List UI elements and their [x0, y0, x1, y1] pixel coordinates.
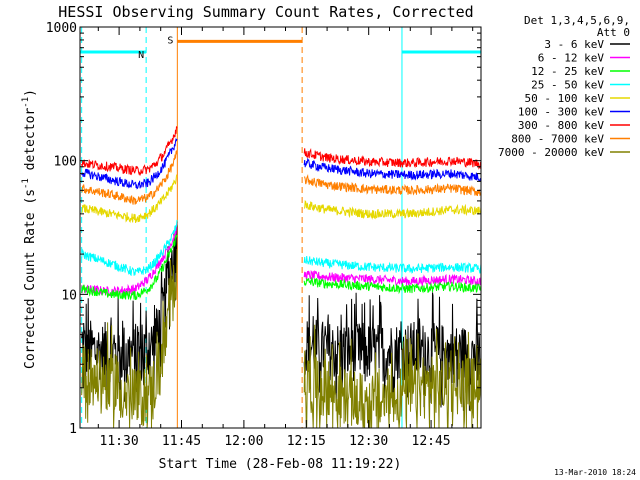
y-axis-label-pre: Corrected Count Rate (s [23, 189, 38, 369]
series-line-4-1 [81, 219, 178, 277]
marker-label-n: N [138, 50, 144, 61]
y-tick-label-4: 1000 [46, 21, 77, 36]
legend-header-2: Att 0 [597, 26, 630, 39]
x-tick-label-2: 11:45 [162, 434, 201, 449]
series-100-300-kev [81, 137, 482, 190]
series-300-800-kev [81, 126, 482, 177]
legend-label-3: 12 - 25 keV [531, 65, 604, 78]
series-line-2-2 [303, 269, 482, 288]
y-axis-label-mid: detector [23, 108, 38, 179]
series-line-6-1 [81, 137, 178, 190]
series-line-7-2 [303, 147, 482, 170]
series-line-9-1 [81, 249, 178, 429]
x-tick-label-1: 11:30 [100, 434, 139, 449]
x-tick-label-5: 12:30 [349, 434, 388, 449]
legend-label-6: 100 - 300 keV [518, 106, 604, 119]
series-line-8-1 [81, 150, 178, 205]
x-tick-label-6: 12:45 [412, 434, 451, 449]
x-tick-label-3: 12:00 [224, 434, 263, 449]
series-25-50-kev [81, 219, 482, 277]
flag-label-s: S [167, 35, 173, 46]
y-tick-label-3: 100 [54, 155, 77, 170]
series-line-3-1 [81, 233, 178, 301]
legend-label-4: 25 - 50 keV [531, 79, 604, 92]
series-line-8-2 [303, 173, 482, 197]
y-axis-label-exp2: -1 [21, 97, 31, 108]
series-50-100-kev [81, 173, 482, 224]
y-axis-label-exp1: -1 [21, 178, 31, 189]
axes-layer: 11:30 11:45 12:00 12:15 12:30 12:45 1 10 100 1000 [46, 21, 482, 449]
series-line-3-2 [303, 276, 482, 295]
legend-label-7: 300 - 800 keV [518, 119, 604, 132]
plot-frame [79, 26, 482, 429]
series-6-12-kev [81, 223, 482, 297]
series-12-25-kev [81, 233, 482, 301]
chart-title: HESSI Observing Summary Count Rates, Cor… [58, 3, 473, 21]
footer-date: 13-Mar-2010 18:24 [554, 468, 636, 477]
series-7000-20000-kev [81, 249, 482, 429]
y-tick-label-1: 1 [69, 422, 77, 437]
x-axis-label: Start Time (28-Feb-08 11:19:22) [159, 457, 402, 472]
legend-label-1: 3 - 6 keV [544, 38, 604, 51]
series-line-2-1 [81, 223, 178, 297]
series-line-5-2 [303, 199, 482, 220]
legend-label-2: 6 - 12 keV [538, 52, 605, 65]
legend-label-9: 7000 - 20000 keV [498, 146, 604, 159]
x-tick-label-4: 12:15 [287, 434, 326, 449]
series-line-6-2 [303, 157, 482, 182]
y-axis-label-post: ) [23, 89, 38, 97]
legend-label-5: 50 - 100 keV [525, 92, 605, 105]
legend-header-1: Det 1,3,4,5,6,9, [524, 14, 630, 27]
series-line-9-2 [303, 324, 482, 429]
data-layer: SN [80, 27, 482, 429]
y-axis-label: Corrected Count Rate (s-1 detector-1) [21, 89, 38, 369]
series-line-5-1 [81, 173, 178, 224]
series-line-7-1 [81, 126, 178, 177]
y-tick-label-2: 10 [61, 288, 77, 303]
legend-label-8: 800 - 7000 keV [511, 133, 604, 146]
series-line-4-2 [303, 255, 482, 274]
series-800-7000-kev [81, 150, 482, 205]
